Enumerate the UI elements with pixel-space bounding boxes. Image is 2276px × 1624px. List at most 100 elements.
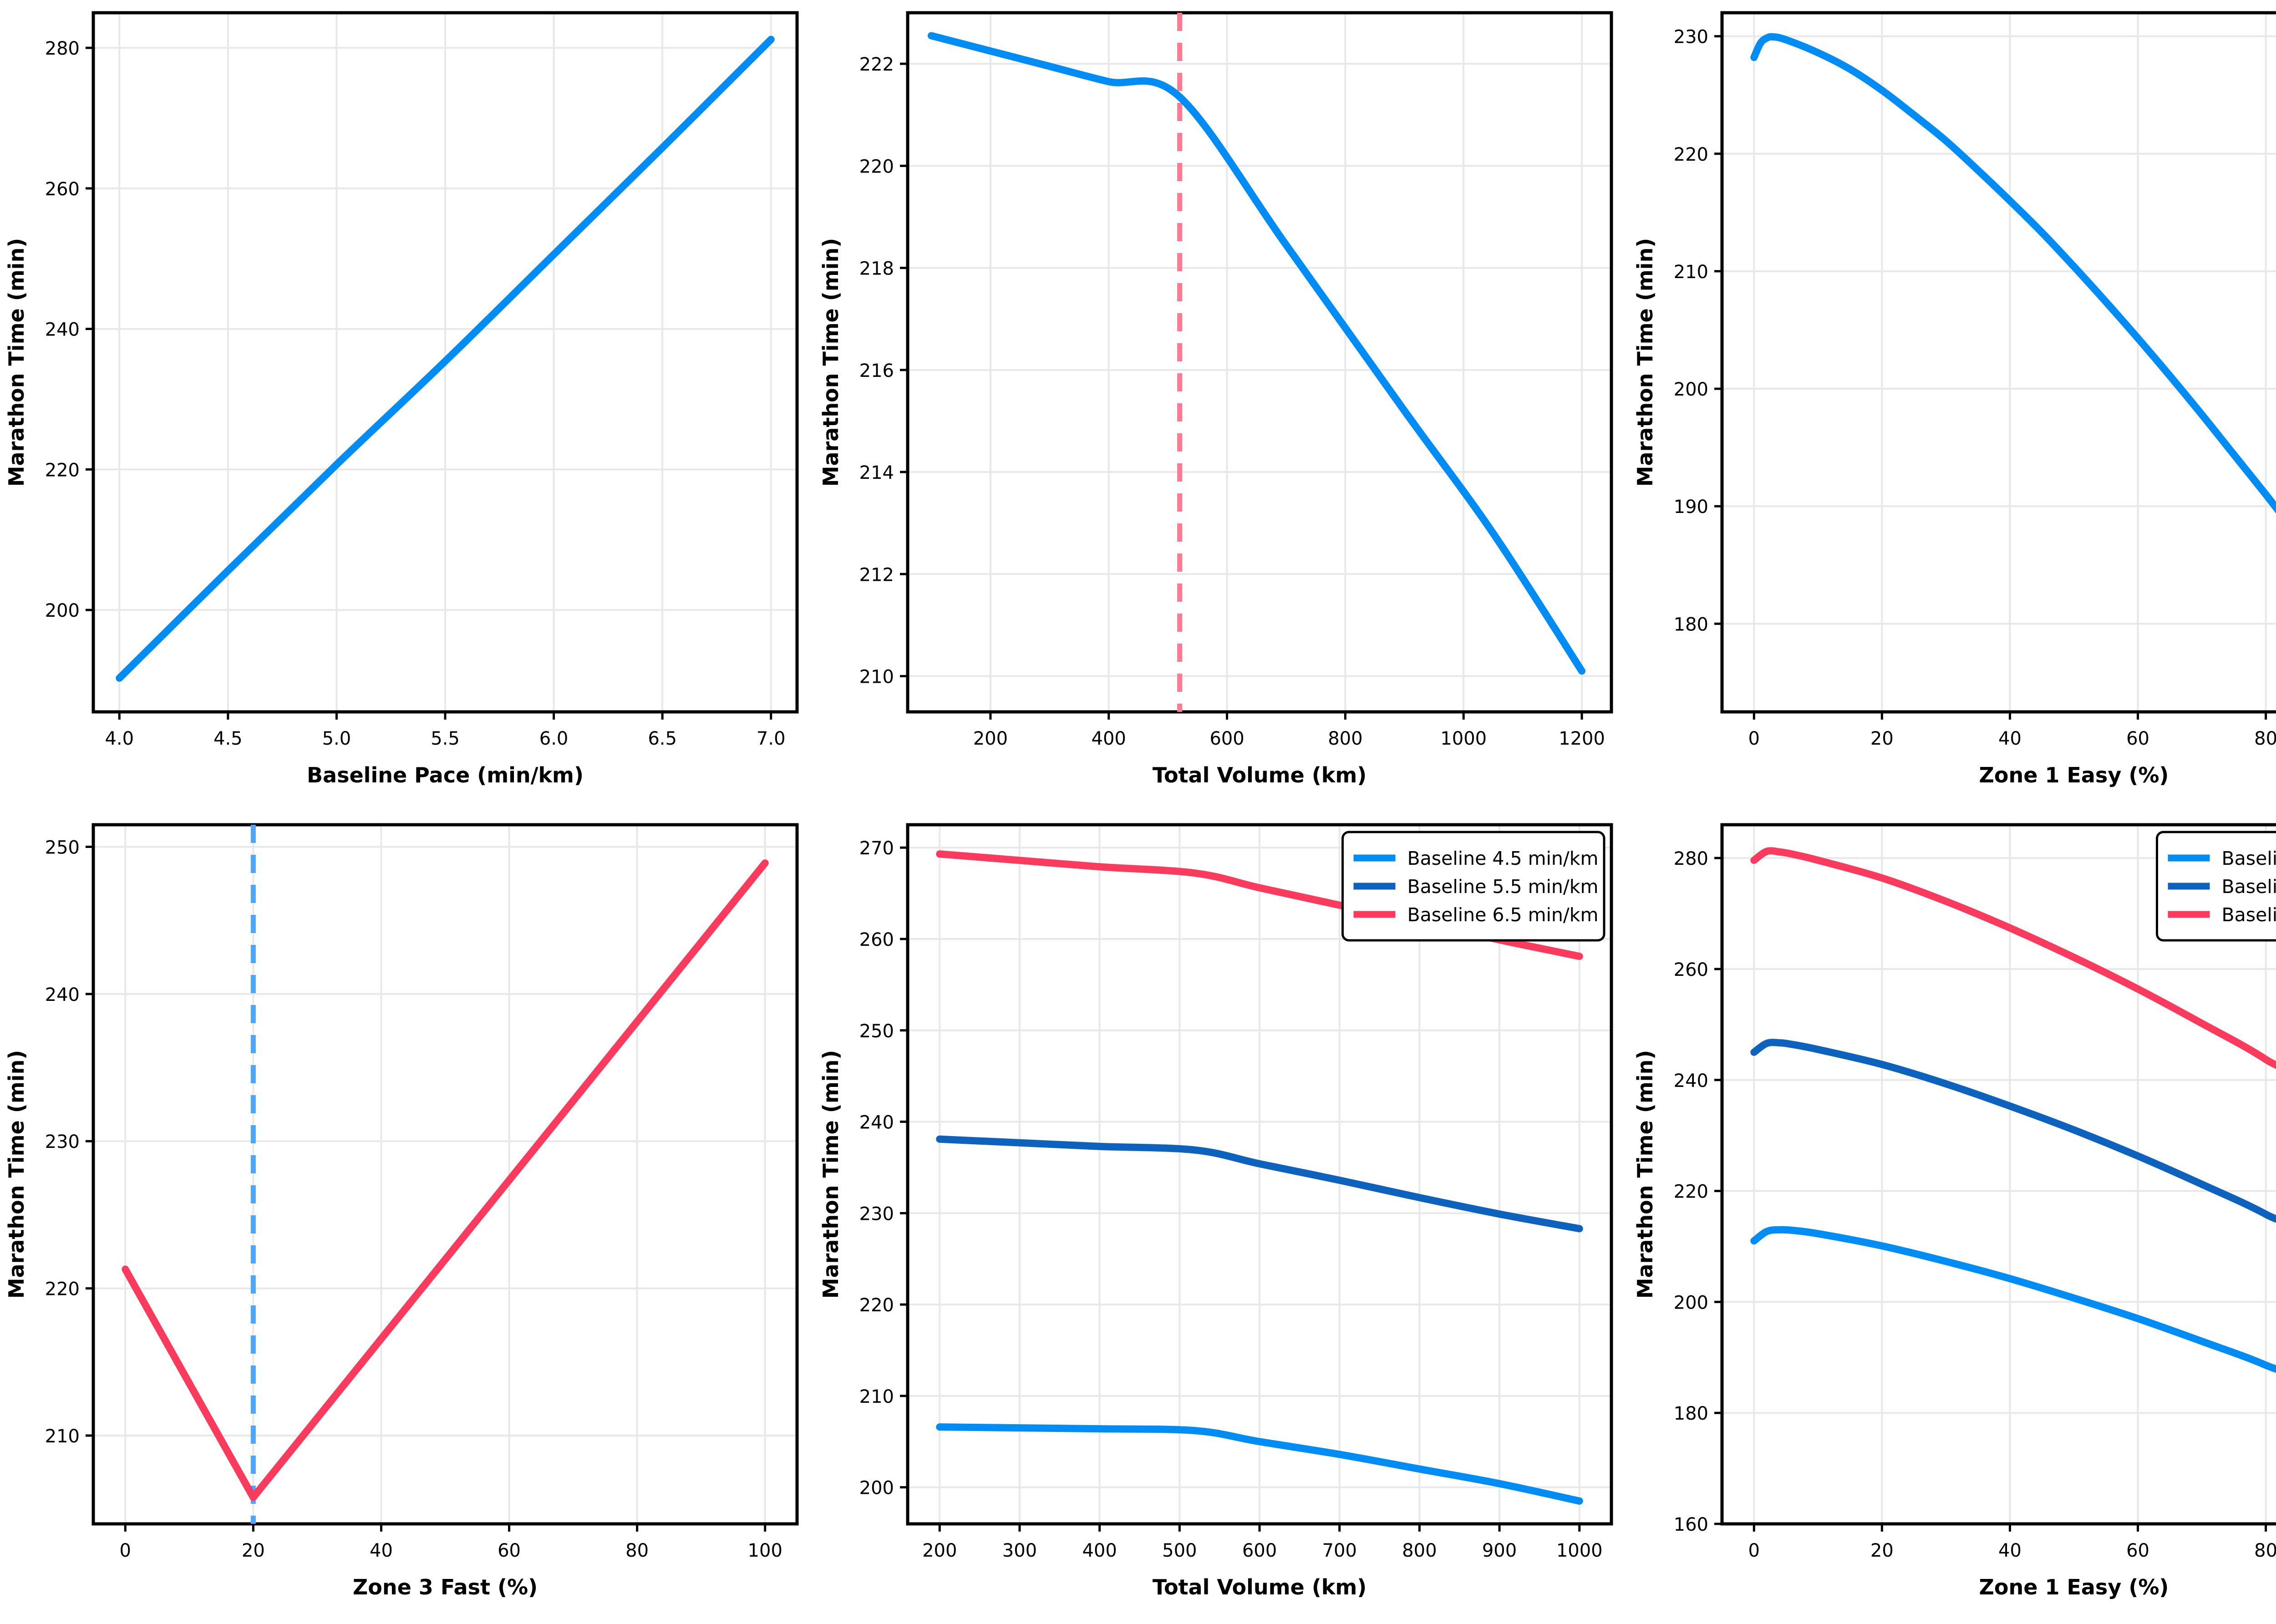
series-line-1 (122, 859, 769, 1501)
y-tick-label: 218 (859, 259, 894, 279)
chart-legend: Baseline 4.5 min/km Baseline 5.5 min/km Ba… (1341, 831, 1605, 942)
legend-label: Baseline 4.5 min/km (2222, 848, 2276, 869)
chart-svg-panel-4: 0 20 40 60 80 100 210 220 230 240 250 Zone 3 Fast (… (4, 823, 799, 1599)
x-tick-label: 600 (1242, 1540, 1277, 1561)
x-axis-title: Total Volume (km) (1153, 763, 1367, 787)
x-tick-label: 4.5 (213, 728, 243, 749)
x-tick-label: 4.0 (105, 728, 134, 749)
x-tick-label: 300 (1002, 1540, 1037, 1561)
x-tick-label: 5.5 (431, 728, 460, 749)
x-axis: 200 400 600 800 1000 1200 (973, 712, 1605, 749)
x-tick-label: 40 (1998, 728, 2022, 749)
gridlines (908, 13, 1611, 712)
y-tick-label: 216 (859, 360, 894, 381)
y-axis: 210 212 214 216 218 220 222 (859, 54, 908, 688)
y-tick-label: 212 (859, 564, 894, 585)
y-tick-label: 180 (1674, 1403, 1708, 1424)
x-tick-label: 1000 (1556, 1540, 1603, 1561)
chart-svg-panel-6: 020406080100160180200220240260280Zone 1 … (1633, 823, 2276, 1599)
y-tick-label: 210 (45, 1426, 80, 1447)
legend-label: Baseline 6.5 min/km (2222, 904, 2276, 926)
y-axis-title: Marathon Time (min) (4, 1050, 29, 1299)
series-line-1 (1750, 1226, 2276, 1373)
y-tick-label: 210 (1674, 262, 1708, 283)
y-tick-label: 240 (1674, 1071, 1708, 1091)
y-tick-label: 240 (859, 1112, 894, 1133)
chart-panel-3: 020406080100180190200210220230Zone 1 Eas… (1629, 0, 2276, 812)
legend-label: Baseline 6.5 min/km (1407, 904, 1599, 926)
x-tick-label: 80 (2254, 728, 2276, 749)
x-axis-title: Zone 3 Fast (%) (353, 1575, 538, 1599)
y-axis-title: Marathon Time (min) (1633, 1050, 1657, 1299)
x-tick-label: 0 (1748, 728, 1760, 749)
x-tick-label: 200 (922, 1540, 957, 1561)
y-tick-label: 260 (1674, 959, 1708, 980)
chart-panel-2: 200 400 600 800 1000 1200 210 212 214 216 218 220 22… (814, 0, 1629, 812)
y-tick-label: 200 (859, 1478, 894, 1499)
x-tick-label: 400 (1092, 728, 1126, 749)
series-line-1 (936, 1423, 1583, 1505)
plot-frame (1720, 11, 2276, 714)
y-axis-title: Marathon Time (min) (1633, 238, 1657, 487)
y-tick-label: 230 (45, 1132, 80, 1152)
x-axis: 200 300 400 500 600 700 800 900 1000 (922, 1524, 1603, 1561)
y-tick-label: 210 (859, 1386, 894, 1407)
x-tick-label: 600 (1209, 728, 1244, 749)
y-tick-label: 200 (45, 600, 80, 621)
y-tick-label: 220 (45, 460, 80, 481)
gridlines (93, 825, 797, 1524)
legend-label: Baseline 4.5 min/km (1407, 848, 1599, 869)
y-tick-label: 230 (1674, 27, 1708, 48)
x-tick-label: 5.0 (322, 728, 351, 749)
x-tick-label: 20 (242, 1540, 265, 1561)
gridlines (93, 13, 797, 712)
plot-frame (906, 11, 1613, 714)
chart-panel-6: 020406080100160180200220240260280Zone 1 … (1629, 812, 2276, 1624)
x-tick-label: 80 (625, 1540, 649, 1561)
y-tick-label: 200 (1674, 379, 1708, 400)
y-axis-title: Marathon Time (min) (818, 1050, 843, 1299)
x-tick-label: 700 (1322, 1540, 1357, 1561)
x-tick-label: 0 (120, 1540, 131, 1561)
y-tick-label: 230 (859, 1203, 894, 1224)
y-tick-label: 160 (1674, 1514, 1708, 1535)
y-tick-label: 222 (859, 54, 894, 75)
y-axis: 200 210 220 230 240 250 260 270 (859, 838, 908, 1499)
x-axis-title: Zone 1 Easy (%) (1979, 763, 2169, 787)
series-line-2 (936, 1135, 1583, 1233)
x-tick-label: 0 (1748, 1540, 1760, 1561)
y-tick-label: 220 (859, 1295, 894, 1316)
y-tick-label: 250 (859, 1021, 894, 1042)
x-tick-label: 60 (2126, 728, 2149, 749)
plot-frame (91, 823, 799, 1526)
x-tick-label: 60 (2126, 1540, 2149, 1561)
y-axis-title: Marathon Time (min) (818, 238, 843, 487)
chart-legend: Baseline 4.5 min/km Baseline 5.5 min/km Ba… (2156, 831, 2276, 942)
x-tick-label: 800 (1328, 728, 1362, 749)
x-axis: 4.0 4.5 5.0 5.5 6.0 6.5 7.0 (105, 712, 786, 749)
y-tick-label: 270 (859, 838, 894, 859)
y-tick-label: 220 (859, 156, 894, 177)
y-axis: 200 220 240 260 280 (45, 38, 93, 621)
chart-svg-panel-3: 020406080100180190200210220230Zone 1 Eas… (1633, 11, 2276, 787)
y-tick-label: 220 (1674, 144, 1708, 165)
y-tick-label: 220 (45, 1279, 80, 1300)
chart-panel-4: 0 20 40 60 80 100 210 220 230 240 250 Zone 3 Fast (… (0, 812, 814, 1624)
series-line-1 (927, 32, 1586, 675)
x-tick-label: 1000 (1440, 728, 1487, 749)
x-tick-label: 20 (1870, 1540, 1894, 1561)
x-axis-title: Zone 1 Easy (%) (1979, 1575, 2169, 1599)
x-tick-label: 200 (973, 728, 1008, 749)
x-tick-label: 1200 (1559, 728, 1605, 749)
x-tick-label: 400 (1082, 1540, 1117, 1561)
gridlines (1722, 13, 2276, 712)
y-tick-label: 210 (859, 667, 894, 688)
y-tick-label: 200 (1674, 1292, 1708, 1313)
series-line-1 (116, 36, 775, 682)
x-axis-title: Baseline Pace (min/km) (307, 763, 584, 787)
y-axis: 210 220 230 240 250 (45, 837, 93, 1447)
y-tick-label: 250 (45, 837, 80, 858)
